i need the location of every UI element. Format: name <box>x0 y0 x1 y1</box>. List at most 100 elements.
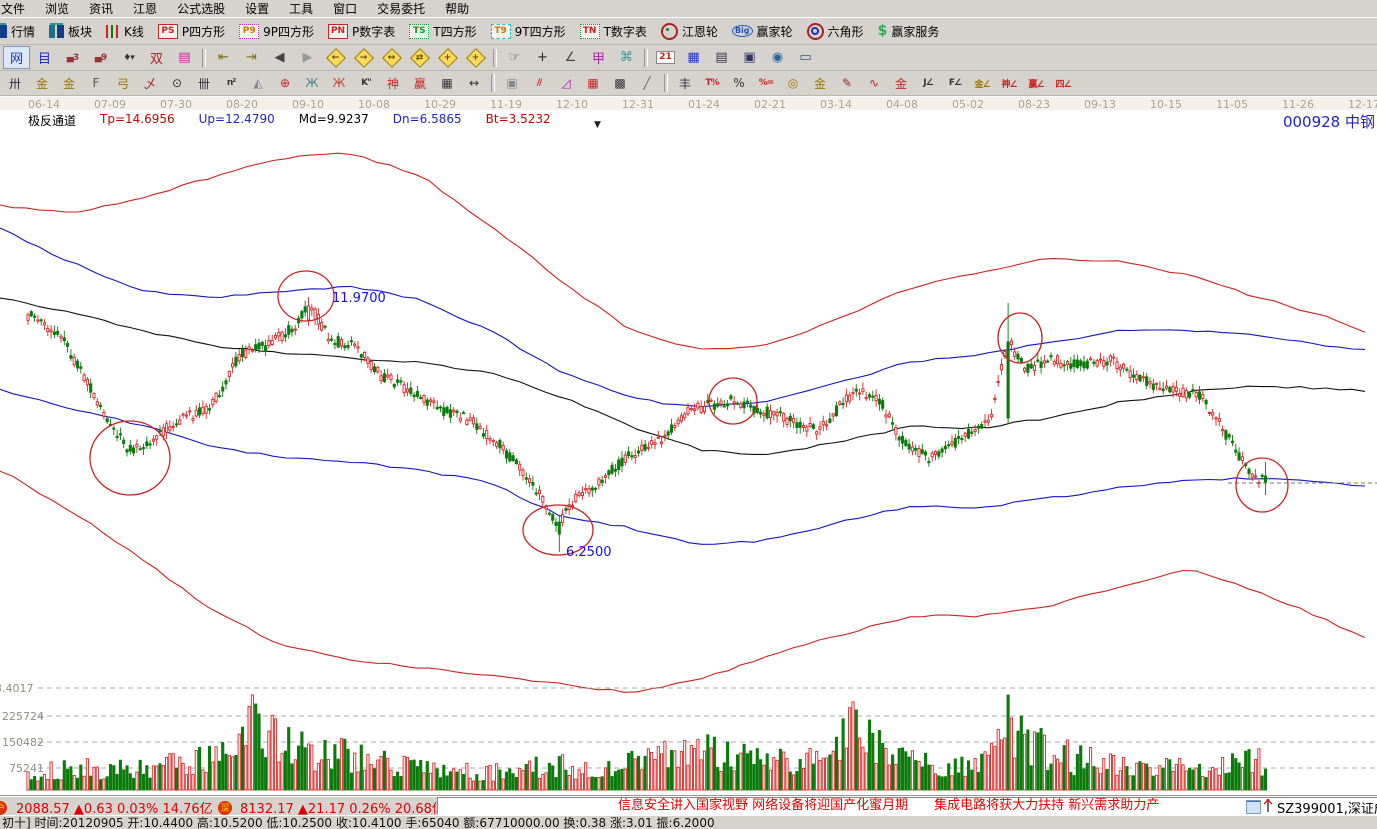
toolbar-9t-square[interactable]: T9 9T四方形 <box>484 21 573 42</box>
chevron-down-icon[interactable]: ▼ <box>594 120 601 130</box>
ying-angle-button[interactable]: 赢∠ <box>1023 73 1049 94</box>
gold-grid-button[interactable]: 金 <box>29 73 55 94</box>
width-measure-button[interactable]: ↔ <box>461 73 487 94</box>
chart-area[interactable]: 11.9700 6.2500 极反通道 Tp=14.6956 Up=12.4790 M… <box>0 110 1377 795</box>
toolbar-9p-square[interactable]: P9 9P四方形 <box>232 21 321 42</box>
toolbar-gann-wheel[interactable]: 江恩轮 <box>654 21 725 42</box>
hand-tool-button[interactable]: ☞ <box>501 46 528 69</box>
calculator-button[interactable]: ▦ <box>680 46 707 69</box>
info-page-button[interactable]: 目 <box>31 46 58 69</box>
k-quote-button[interactable]: K" <box>353 73 379 94</box>
knot-tool-button[interactable]: ⌘ <box>613 46 640 69</box>
notebook-button[interactable]: ▤ <box>708 46 735 69</box>
sz-index-quote[interactable]: 8132.17 ▲21.17 0.26% 20.68亿 <box>240 802 445 817</box>
market-page-button[interactable]: 网 <box>3 46 30 69</box>
gold-grid-2-button[interactable]: 金 <box>56 73 82 94</box>
dense-grid-button[interactable]: 卌 <box>191 73 217 94</box>
toolbar-winner-wheel[interactable]: Big 赢家轮 <box>725 21 800 42</box>
shen-tool-button[interactable]: 神 <box>380 73 406 94</box>
pen-tool-button[interactable]: ✎ <box>834 73 860 94</box>
color-graph-button[interactable]: ▤ <box>171 46 198 69</box>
toolbar-t-square[interactable]: TS T四方形 <box>402 21 483 42</box>
ticker-list-icon[interactable] <box>1246 800 1261 814</box>
n-square-button[interactable]: n² <box>218 73 244 94</box>
ying-tool-button[interactable]: 赢 <box>407 73 433 94</box>
toolbar-winner-service[interactable]: $ 赢家服务 <box>871 21 947 42</box>
toolbar-quotes[interactable]: 行情 <box>0 21 42 42</box>
status-bar: 沪 2088.57 ▲0.63 0.03% 14.76亿 深 8132.17 ▲… <box>0 795 1377 817</box>
candle-style-button[interactable]: ♦▾ <box>115 46 142 69</box>
menu-item-浏览[interactable]: 浏览 <box>45 1 70 16</box>
toolbar-t-table[interactable]: TN T数字表 <box>573 21 654 42</box>
sh-index-quote[interactable]: 2088.57 ▲0.63 0.03% 14.76亿 <box>16 802 213 817</box>
parallel-lines-button[interactable]: ╱ <box>634 73 660 94</box>
toolbar-kline[interactable]: K线 <box>99 21 151 42</box>
crosshair-tool-button[interactable]: + <box>529 46 556 69</box>
zoom-in-button[interactable]: + <box>434 46 461 69</box>
spray-tool-button[interactable]: 乄 <box>137 73 163 94</box>
menu-item-公式选股[interactable]: 公式选股 <box>177 1 226 16</box>
spiral-tool-button[interactable]: 弓 <box>110 73 136 94</box>
compress-x-button[interactable]: ⇄ <box>406 46 433 69</box>
menu-item-窗口[interactable]: 窗口 <box>333 1 358 16</box>
t-percent-button[interactable]: T% <box>699 73 725 94</box>
gann-purple-tool-button[interactable]: 甲 <box>585 46 612 69</box>
black-grid-button[interactable]: ▩ <box>607 73 633 94</box>
red-grid-button[interactable]: ▦ <box>580 73 606 94</box>
fan-box-button[interactable]: ◿ <box>553 73 579 94</box>
grid-box-button[interactable]: ▦ <box>434 73 460 94</box>
shen-tool-icon: 神 <box>386 76 399 91</box>
next-bar-button[interactable]: ▶ <box>294 46 321 69</box>
pan-right-button[interactable]: → <box>350 46 377 69</box>
select-box-button[interactable]: ▣ <box>499 73 525 94</box>
bars-9-button[interactable]: ▄9 <box>87 46 114 69</box>
menu-item-交易委托[interactable]: 交易委托 <box>377 1 426 16</box>
gold-circle-button[interactable]: ◎ <box>780 73 806 94</box>
gold-lines-button[interactable]: 金 <box>807 73 833 94</box>
f-grid-button[interactable]: F <box>83 73 109 94</box>
compass-tool-button[interactable]: ⊙ <box>164 73 190 94</box>
menu-item-江恩[interactable]: 江恩 <box>133 1 158 16</box>
angle-measure-tool-button[interactable]: ∠ <box>557 46 584 69</box>
calendar-button[interactable]: 21 <box>652 46 679 69</box>
stat-bars-button[interactable]: 丰 <box>672 73 698 94</box>
pan-both-button[interactable]: ↔ <box>378 46 405 69</box>
shen-angle-button[interactable]: 神∠ <box>996 73 1022 94</box>
target-cross-button[interactable]: ⊕ <box>272 73 298 94</box>
workstation-button[interactable]: ▭ <box>792 46 819 69</box>
prev-bar-button[interactable]: ◀ <box>266 46 293 69</box>
menu-item-工具[interactable]: 工具 <box>289 1 314 16</box>
net-sync-button[interactable]: ◉ <box>764 46 791 69</box>
fan-lines-button[interactable]: // <box>526 73 552 94</box>
pan-left-button[interactable]: ← <box>322 46 349 69</box>
toolbar-hexagon[interactable]: 六角形 <box>800 21 871 42</box>
wave-tool-button[interactable]: ∿ <box>861 73 887 94</box>
gold-angle-button[interactable]: 金∠ <box>969 73 995 94</box>
annotation-circle <box>997 312 1043 364</box>
connection-status[interactable]: SZ399001,深证成 <box>1277 802 1377 817</box>
last-bar-button[interactable]: ⇥ <box>238 46 265 69</box>
percent-lines-button[interactable]: %= <box>753 73 779 94</box>
menu-item-资讯[interactable]: 资讯 <box>89 1 114 16</box>
menu-item-文件[interactable]: 文件 <box>1 1 26 16</box>
toolbar-p-square[interactable]: PS P四方形 <box>151 21 232 42</box>
save-button[interactable]: ▣ <box>736 46 763 69</box>
stock-pool-button[interactable]: 双 <box>143 46 170 69</box>
grid-tool-button[interactable]: 卅 <box>2 73 28 94</box>
menu-item-帮助[interactable]: 帮助 <box>445 1 470 16</box>
si-angle-button[interactable]: 四∠ <box>1050 73 1076 94</box>
bars-3-button[interactable]: ▄3 <box>59 46 86 69</box>
menu-item-设置[interactable]: 设置 <box>245 1 270 16</box>
first-bar-button[interactable]: ⇤ <box>210 46 237 69</box>
percent-button[interactable]: % <box>726 73 752 94</box>
toolbar-sectors[interactable]: 板块 <box>42 21 99 42</box>
news-ticker[interactable]: 信息安全讲入国家视野 网络设备将迎国产化蜜月期 集成电路将获大力扶持 新兴需求助… <box>437 797 1377 815</box>
web-square-button[interactable]: Ж <box>326 73 352 94</box>
mirror-tool-button[interactable]: ◭ <box>245 73 271 94</box>
web-tool-button[interactable]: Ж <box>299 73 325 94</box>
j-angle-button[interactable]: J∠ <box>915 73 941 94</box>
gold-red-lines-button[interactable]: 金 <box>888 73 914 94</box>
zoom-out-button[interactable]: + <box>462 46 489 69</box>
f-angle-button[interactable]: F∠ <box>942 73 968 94</box>
toolbar-p-table[interactable]: PN P数字表 <box>321 21 402 42</box>
